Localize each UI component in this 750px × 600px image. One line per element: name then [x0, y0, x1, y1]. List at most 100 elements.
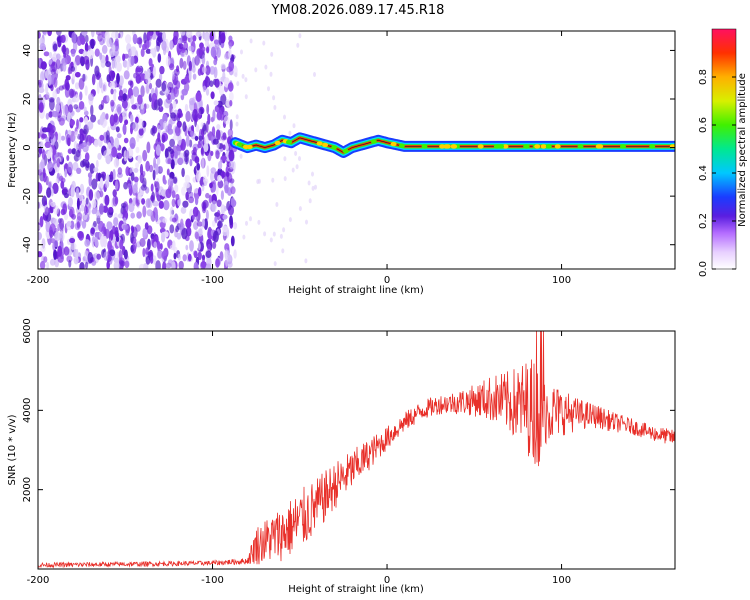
- noise-speckle: [235, 121, 239, 127]
- noise-speckle: [66, 221, 72, 227]
- noise-speckle: [227, 254, 232, 263]
- noise-speckle: [220, 63, 226, 70]
- noise-speckle: [188, 45, 195, 52]
- noise-speckle: [107, 240, 112, 251]
- noise-speckle: [205, 120, 209, 133]
- noise-speckle: [110, 171, 114, 179]
- noise-speckle: [102, 205, 109, 213]
- colorbar: 0.0 0.2 0.4 0.6 0.8 Normalized spectral ampl…: [698, 28, 748, 277]
- noise-speckle: [102, 84, 106, 92]
- noise-speckle: [94, 237, 99, 247]
- noise-speckle: [167, 158, 172, 165]
- noise-speckle: [138, 263, 145, 269]
- noise-speckle: [212, 109, 216, 122]
- noise-speckle: [139, 163, 144, 176]
- y-tick-label: -40: [22, 237, 33, 253]
- noise-speckle: [80, 204, 85, 212]
- noise-speckle: [198, 242, 201, 251]
- noise-speckle: [220, 204, 226, 214]
- noise-speckle: [65, 75, 71, 81]
- noise-speckle: [67, 161, 73, 174]
- noise-speckle: [217, 174, 222, 182]
- noise-speckle: [221, 135, 227, 141]
- top-y-ticks: -40 -20 0 20 40: [22, 44, 675, 253]
- noise-speckle: [161, 40, 167, 51]
- noise-speckle: [48, 59, 53, 65]
- noise-speckle: [216, 199, 222, 208]
- noise-speckle: [116, 236, 120, 242]
- noise-speckle: [64, 168, 68, 178]
- noise-speckle: [181, 186, 186, 196]
- noise-speckle: [269, 237, 273, 243]
- noise-speckle: [298, 156, 301, 162]
- noise-speckle: [185, 191, 189, 201]
- noise-speckle: [148, 58, 153, 67]
- ridge-blob: [649, 144, 656, 149]
- noise-speckle: [40, 61, 47, 70]
- noise-speckle: [113, 158, 120, 168]
- noise-speckle: [178, 260, 184, 269]
- noise-speckle: [169, 148, 174, 154]
- noise-speckle: [130, 232, 134, 244]
- noise-speckle: [132, 33, 138, 45]
- noise-speckle: [182, 200, 189, 208]
- colorbar-tick-label: 0.6: [698, 117, 709, 133]
- noise-speckle: [136, 211, 142, 219]
- noise-speckle: [38, 31, 41, 39]
- noise-speckle: [161, 250, 168, 260]
- noise-speckle: [146, 209, 153, 217]
- noise-speckle: [263, 231, 267, 237]
- noise-speckle: [245, 220, 248, 226]
- noise-speckle: [117, 106, 122, 115]
- noise-speckle: [186, 31, 193, 38]
- noise-speckle: [130, 95, 135, 105]
- colorbar-tick-label: 0.0: [698, 261, 709, 277]
- noise-speckle: [177, 134, 182, 146]
- noise-speckle: [79, 91, 83, 101]
- noise-speckle: [42, 96, 46, 104]
- noise-speckle: [210, 150, 214, 156]
- colorbar-label: Normalized spectral amplitude: [737, 73, 748, 227]
- noise-speckle: [84, 239, 91, 247]
- noise-speckle: [66, 255, 73, 263]
- noise-speckle: [136, 134, 140, 143]
- noise-speckle: [192, 206, 199, 217]
- noise-speckle: [210, 167, 217, 174]
- noise-speckle: [62, 105, 69, 116]
- noise-speckle: [84, 42, 89, 53]
- noise-speckle: [39, 216, 44, 228]
- noise-speckle: [267, 86, 270, 92]
- noise-speckle: [101, 44, 108, 54]
- noise-speckle: [47, 74, 52, 86]
- noise-speckle: [140, 184, 147, 191]
- noise-speckle: [215, 258, 220, 268]
- noise-speckle: [296, 42, 300, 48]
- noise-speckle: [308, 198, 312, 204]
- noise-speckle: [145, 75, 152, 85]
- noise-speckle: [239, 153, 243, 159]
- noise-speckle: [279, 233, 283, 239]
- noise-speckle: [224, 249, 229, 261]
- noise-speckle: [98, 104, 104, 111]
- noise-speckle: [196, 221, 203, 227]
- noise-speckle: [74, 71, 81, 78]
- noise-speckle: [273, 261, 277, 267]
- noise-speckle: [39, 42, 46, 51]
- noise-speckle: [148, 82, 153, 90]
- noise-speckle: [191, 125, 194, 131]
- noise-speckle: [305, 219, 308, 225]
- noise-speckle: [87, 48, 95, 60]
- noise-speckle: [122, 124, 127, 134]
- noise-speckle: [195, 124, 200, 133]
- noise-speckle: [189, 139, 193, 148]
- noise-speckle: [145, 198, 151, 209]
- noise-speckle: [81, 31, 88, 36]
- noise-speckle: [53, 249, 57, 261]
- noise-speckle: [88, 93, 94, 101]
- noise-speckle: [82, 128, 87, 134]
- noise-speckle: [113, 217, 119, 227]
- noise-speckle: [70, 186, 75, 198]
- noise-speckle: [194, 231, 199, 240]
- noise-speckle: [242, 234, 246, 240]
